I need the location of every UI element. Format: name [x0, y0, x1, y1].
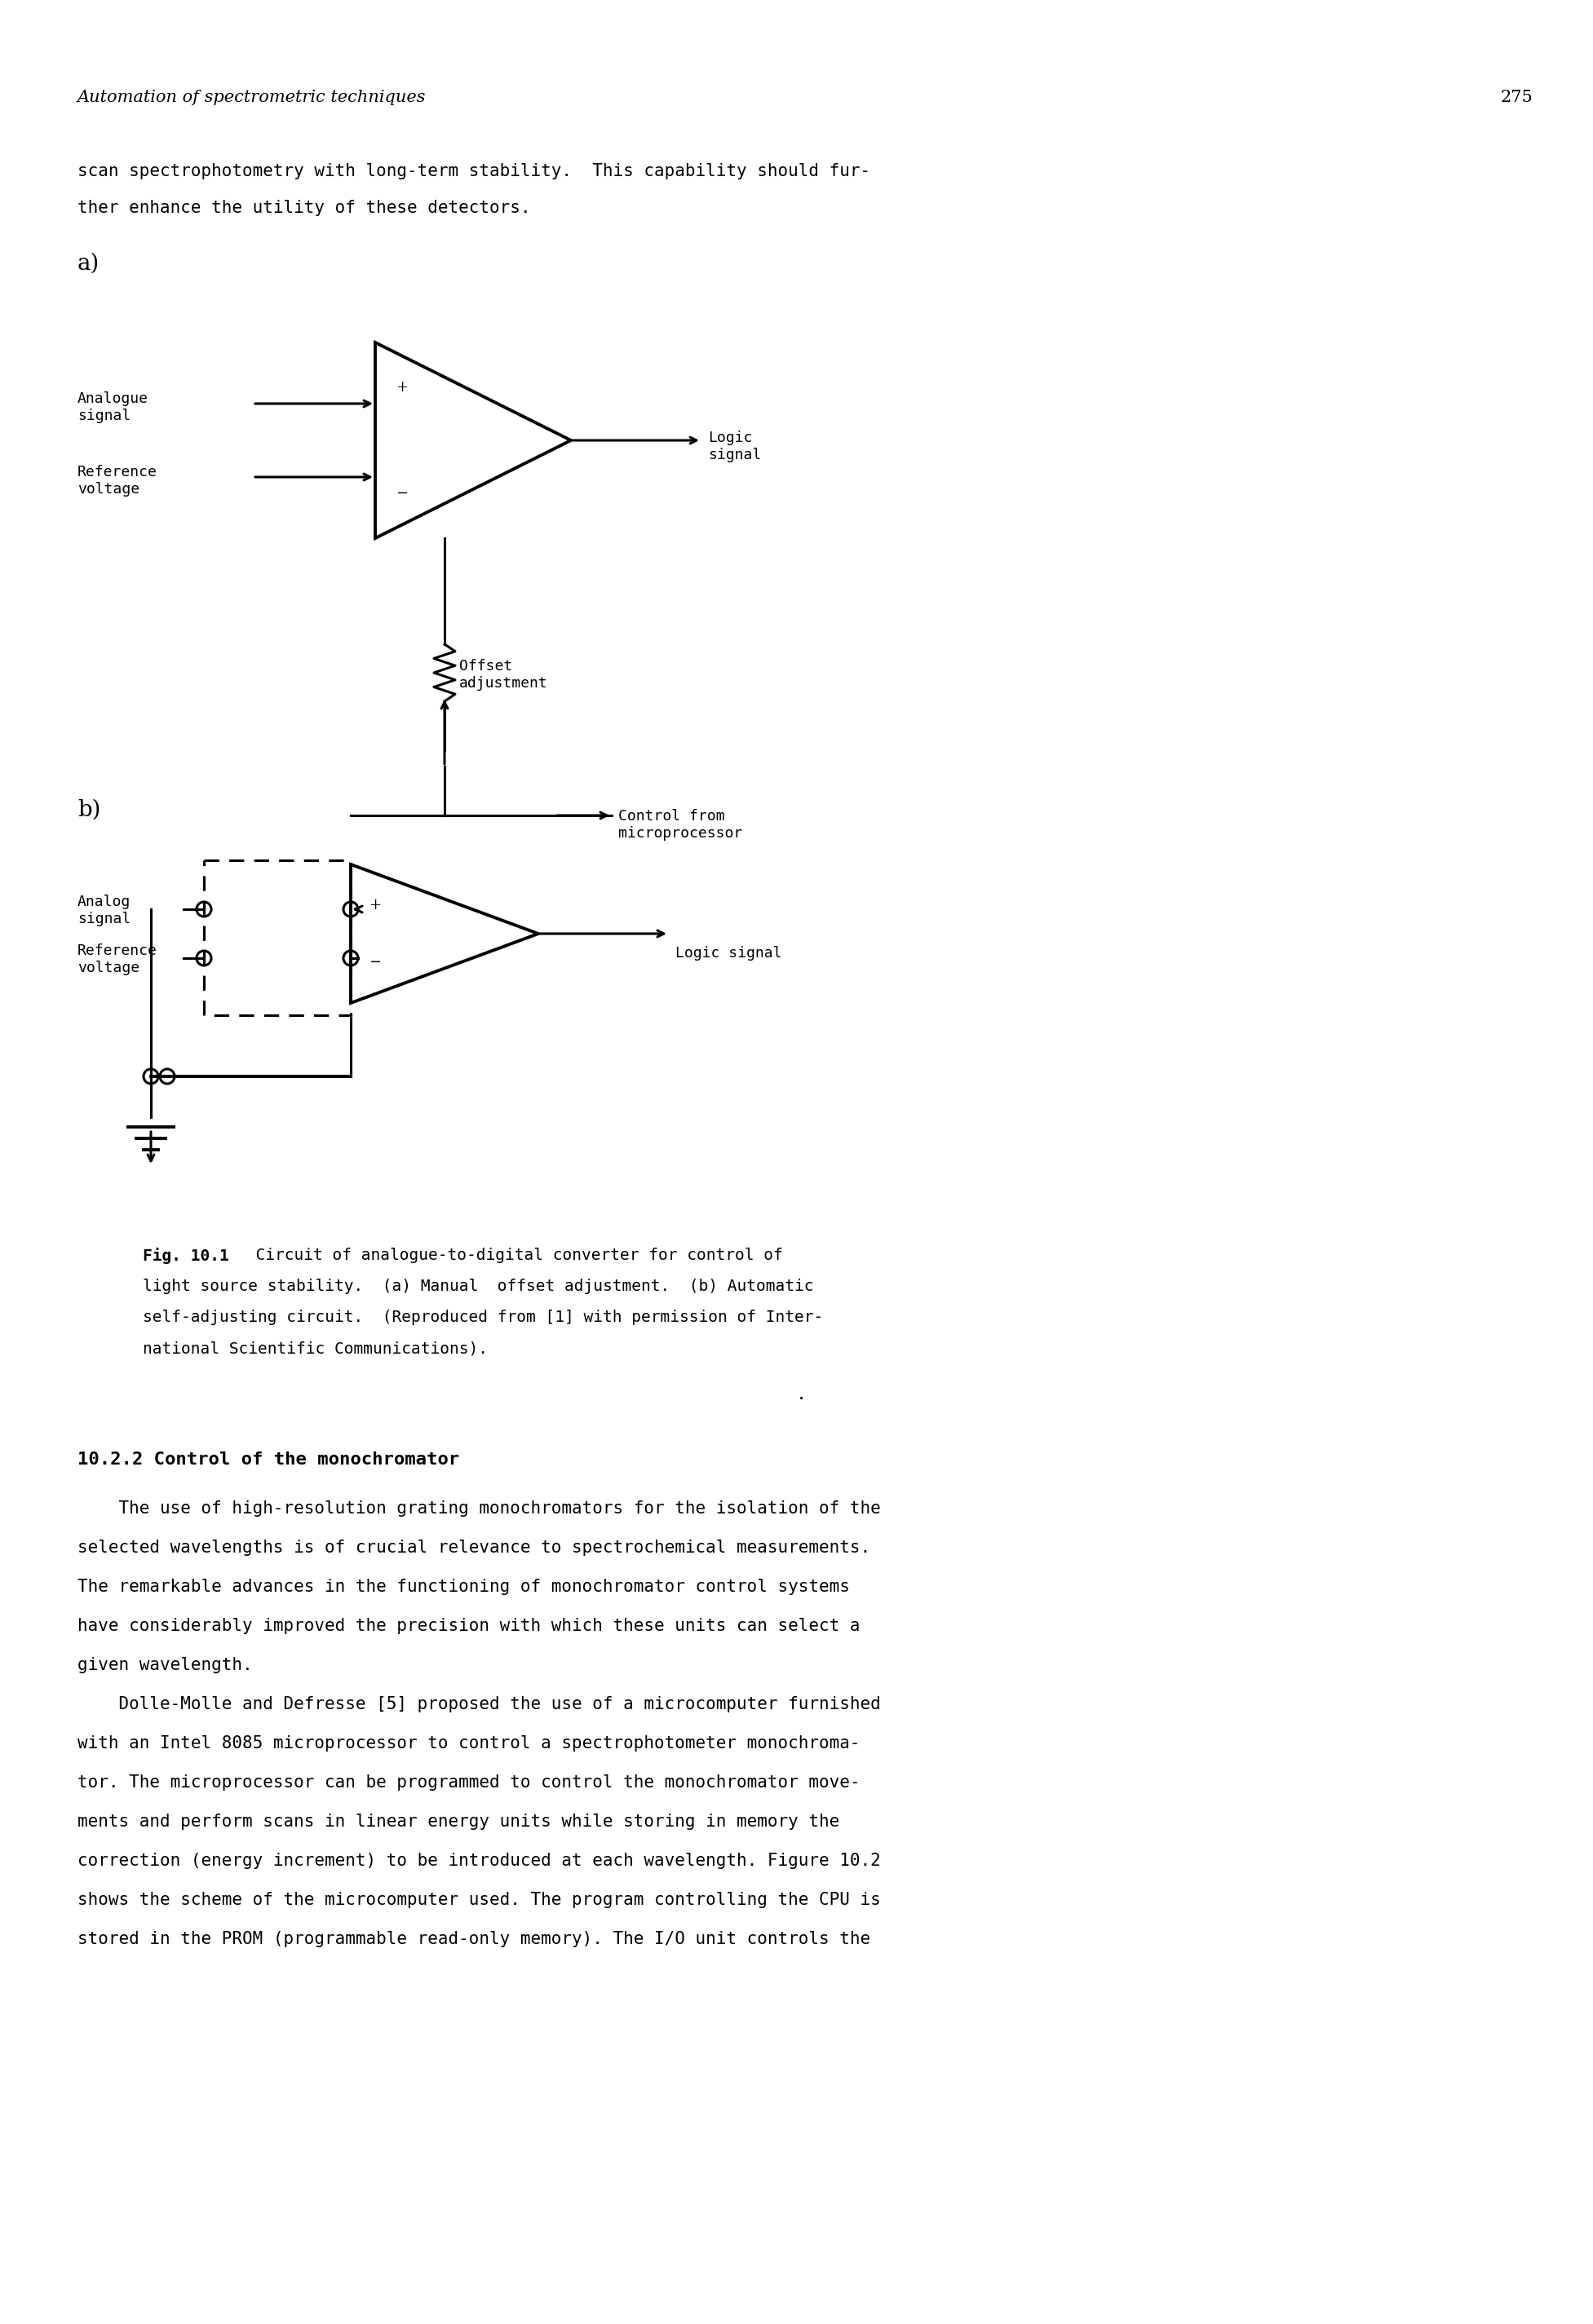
Text: 275: 275: [1501, 91, 1532, 105]
Text: stored in the PROM (programmable read-only memory). The I/O unit controls the: stored in the PROM (programmable read-on…: [78, 1931, 870, 1948]
Text: Reference
voltage: Reference voltage: [78, 944, 158, 976]
Text: Control from
microprocessor: Control from microprocessor: [618, 809, 742, 841]
Text: light source stability.  (a) Manual  offset adjustment.  (b) Automatic: light source stability. (a) Manual offse…: [143, 1278, 814, 1294]
Text: Automation of spectrometric techniques: Automation of spectrometric techniques: [78, 91, 427, 105]
Text: self-adjusting circuit.  (Reproduced from [1] with permission of Inter-: self-adjusting circuit. (Reproduced from…: [143, 1311, 824, 1325]
Text: +: +: [395, 381, 408, 395]
Text: given wavelength.: given wavelength.: [78, 1657, 253, 1673]
Text: −: −: [395, 486, 408, 500]
Text: tor. The microprocessor can be programmed to control the monochromator move-: tor. The microprocessor can be programme…: [78, 1776, 860, 1792]
Text: with an Intel 8085 microprocessor to control a spectrophotometer monochroma-: with an Intel 8085 microprocessor to con…: [78, 1736, 860, 1752]
Text: national Scientific Communications).: national Scientific Communications).: [143, 1341, 487, 1357]
Text: shows the scheme of the microcomputer used. The program controlling the CPU is: shows the scheme of the microcomputer us…: [78, 1892, 881, 1908]
Text: ments and perform scans in linear energy units while storing in memory the: ments and perform scans in linear energy…: [78, 1813, 840, 1829]
Text: 10.2.2 Control of the monochromator: 10.2.2 Control of the monochromator: [78, 1452, 459, 1469]
Text: scan spectrophotometry with long-term stability.  This capability should fur-: scan spectrophotometry with long-term st…: [78, 163, 870, 179]
Text: +: +: [368, 897, 381, 913]
Text: b): b): [78, 799, 100, 820]
Text: selected wavelengths is of crucial relevance to spectrochemical measurements.: selected wavelengths is of crucial relev…: [78, 1538, 870, 1555]
Text: Logic
signal: Logic signal: [707, 430, 761, 462]
Text: Analog
signal: Analog signal: [78, 895, 131, 927]
Text: correction (energy increment) to be introduced at each wavelength. Figure 10.2: correction (energy increment) to be intr…: [78, 1852, 881, 1868]
Text: Logic signal: Logic signal: [675, 946, 782, 960]
Text: Reference
voltage: Reference voltage: [78, 465, 158, 497]
Text: Fig. 10.1: Fig. 10.1: [143, 1248, 229, 1264]
Text: Analogue
signal: Analogue signal: [78, 390, 148, 423]
Text: .: .: [796, 1385, 808, 1404]
Text: −: −: [368, 955, 381, 969]
Text: The remarkable advances in the functioning of monochromator control systems: The remarkable advances in the functioni…: [78, 1578, 849, 1594]
Text: Dolle-Molle and Defresse [5] proposed the use of a microcomputer furnished: Dolle-Molle and Defresse [5] proposed th…: [78, 1697, 881, 1713]
Text: Offset
adjustment: Offset adjustment: [459, 660, 548, 690]
Text: a): a): [78, 253, 100, 274]
Text: Circuit of analogue-to-digital converter for control of: Circuit of analogue-to-digital converter…: [236, 1248, 782, 1264]
Text: ther enhance the utility of these detectors.: ther enhance the utility of these detect…: [78, 200, 530, 216]
Text: have considerably improved the precision with which these units can select a: have considerably improved the precision…: [78, 1618, 860, 1634]
Text: The use of high-resolution grating monochromators for the isolation of the: The use of high-resolution grating monoc…: [78, 1501, 881, 1518]
